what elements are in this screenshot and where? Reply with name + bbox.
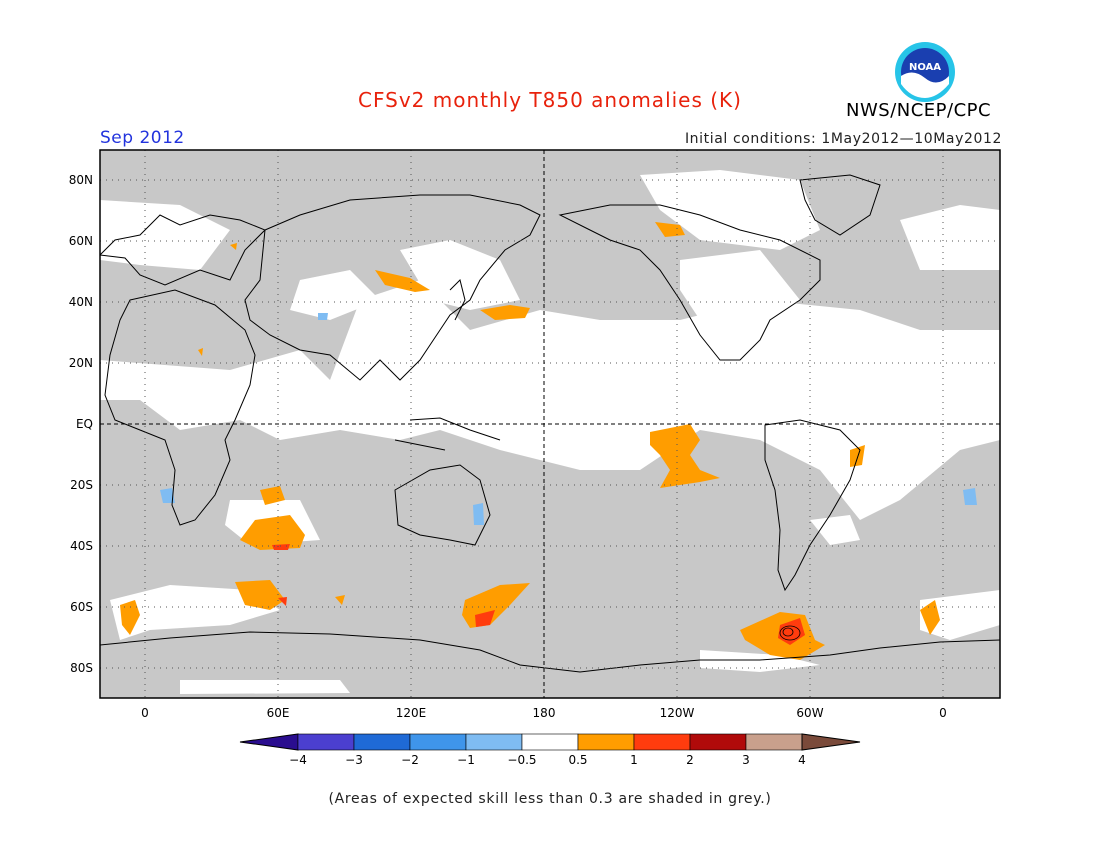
grid-lines [100,150,1000,698]
longitude-axis: 0 60E 120E 180 120W 60W 0 [141,706,947,720]
lat-label: 60S [70,600,93,614]
lat-label: 40S [70,539,93,553]
lat-label: 60N [69,234,93,248]
lon-label: 180 [533,706,556,720]
scale-tick-label: 2 [686,753,694,767]
noaa-logo: NOAA [895,42,955,102]
scale-tick-label: 0.5 [568,753,587,767]
scale-tick-label: 4 [798,753,806,767]
scale-tick-label: −0.5 [507,753,536,767]
lat-label: 80N [69,173,93,187]
white-regions [100,170,1000,694]
map-title: CFSv2 monthly T850 anomalies (K) [358,88,742,112]
scale-arrow-low [239,733,299,751]
valid-month: Sep 2012 [100,128,185,148]
lat-label: 40N [69,295,93,309]
scale-tick-label: −3 [345,753,363,767]
lon-label: 120E [396,706,427,720]
blue-anomalies [160,313,977,525]
scale-tick-label: 3 [742,753,750,767]
lon-label: 60W [796,706,823,720]
lat-label: EQ [76,417,93,431]
scale-tick-label: 1 [630,753,638,767]
lon-label: 0 [141,706,149,720]
coastlines [100,174,1000,673]
lat-label: 80S [70,661,93,675]
scale-swatch [745,733,803,751]
lon-label: 0 [939,706,947,720]
equator-dateline [100,150,1000,698]
scale-swatch [409,733,467,751]
scale-swatch [465,733,523,751]
scale-swatch [353,733,411,751]
latitude-axis: 80N 60N 40N 20N EQ 20S 40S 60S 80S [69,173,93,675]
scale-arrow-high [801,733,861,751]
scale-swatch [577,733,635,751]
scale-swatch [521,733,579,751]
color-scale-bar: −4 −3 −2 −1 −0.5 0.5 1 2 3 4 [239,733,861,767]
initial-conditions: Initial conditions: 1May2012—10May2012 [684,131,1002,147]
scale-swatch [297,733,355,751]
map-frame [99,149,1001,699]
agency-label: NWS/NCEP/CPC [846,100,992,121]
scale-swatch [633,733,691,751]
map-field [100,150,1000,698]
scale-tick-label: −4 [289,753,307,767]
skill-footnote: (Areas of expected skill less than 0.3 a… [328,791,772,807]
scale-swatch [689,733,747,751]
lon-label: 120W [660,706,695,720]
lat-label: 20S [70,478,93,492]
red-anomalies [272,544,805,645]
scale-tick-label: −1 [457,753,475,767]
logo-text: NOAA [909,62,941,73]
scale-tick-label: −2 [401,753,419,767]
anomaly-contours [779,625,801,641]
lon-label: 60E [267,706,290,720]
lat-label: 20N [69,356,93,370]
